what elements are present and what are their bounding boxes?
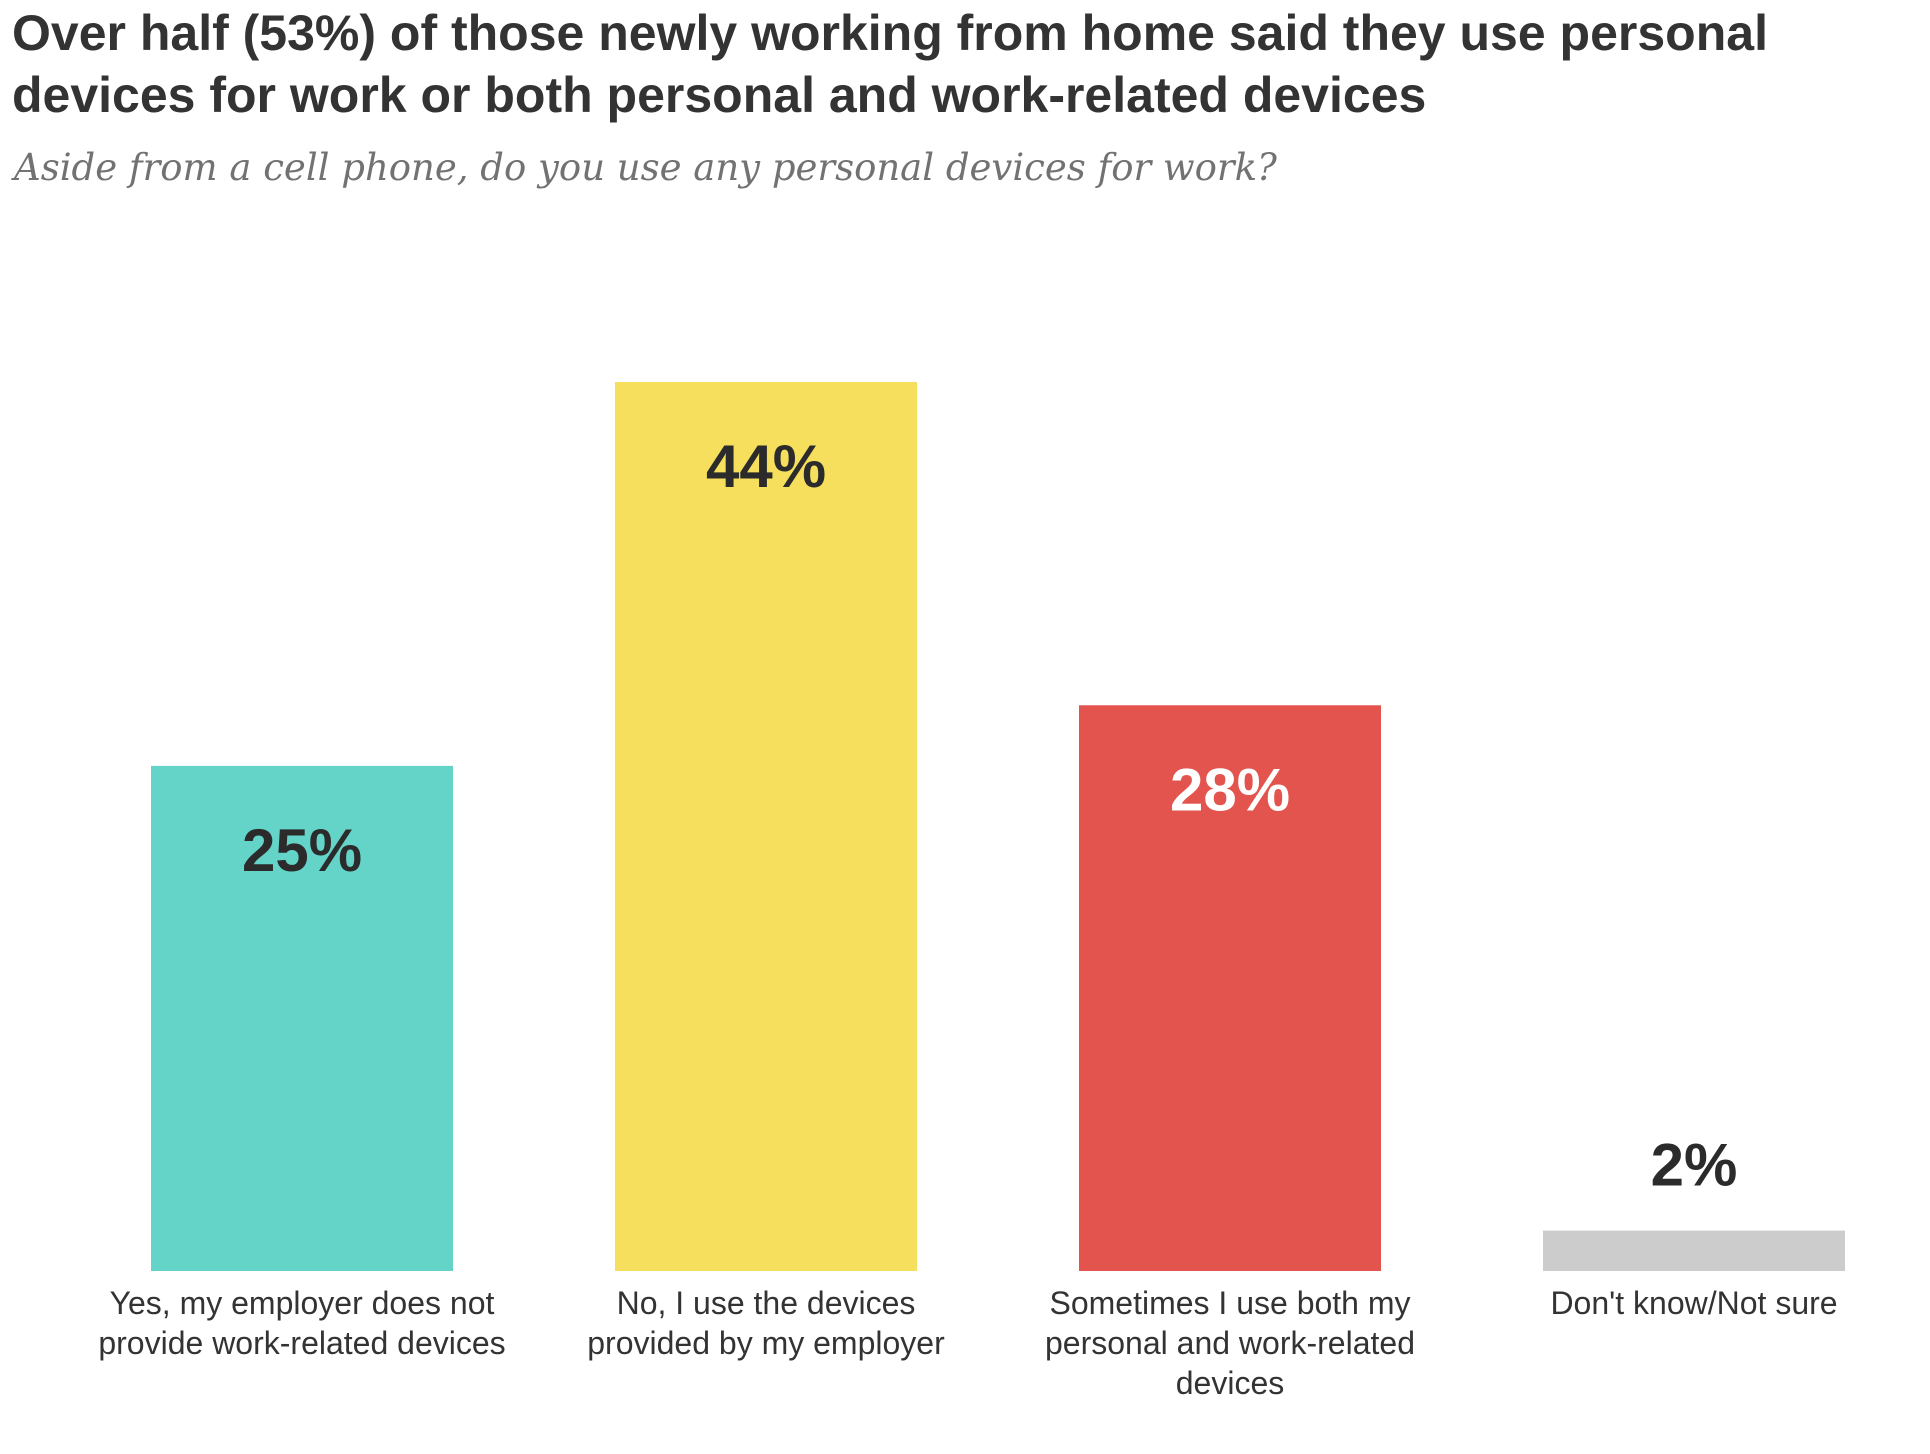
category-label: Yes, my employer does not provide work-r… <box>98 1285 506 1361</box>
bar <box>615 382 917 1271</box>
bar <box>1543 1230 1845 1271</box>
chart-title: Over half (53%) of those newly working f… <box>12 5 1768 123</box>
data-label: 44% <box>706 433 826 500</box>
category-label: Sometimes I use both my personal and wor… <box>1045 1285 1415 1401</box>
data-label: 25% <box>242 817 362 884</box>
category-label: No, I use the devices provided by my emp… <box>587 1285 945 1361</box>
bar <box>1079 705 1381 1271</box>
category-label: Don't know/Not sure <box>1550 1285 1838 1321</box>
chart-subtitle: Aside from a cell phone, do you use any … <box>14 146 1277 189</box>
data-label: 2% <box>1651 1132 1738 1199</box>
data-label: 28% <box>1170 756 1290 823</box>
bar <box>151 765 453 1271</box>
